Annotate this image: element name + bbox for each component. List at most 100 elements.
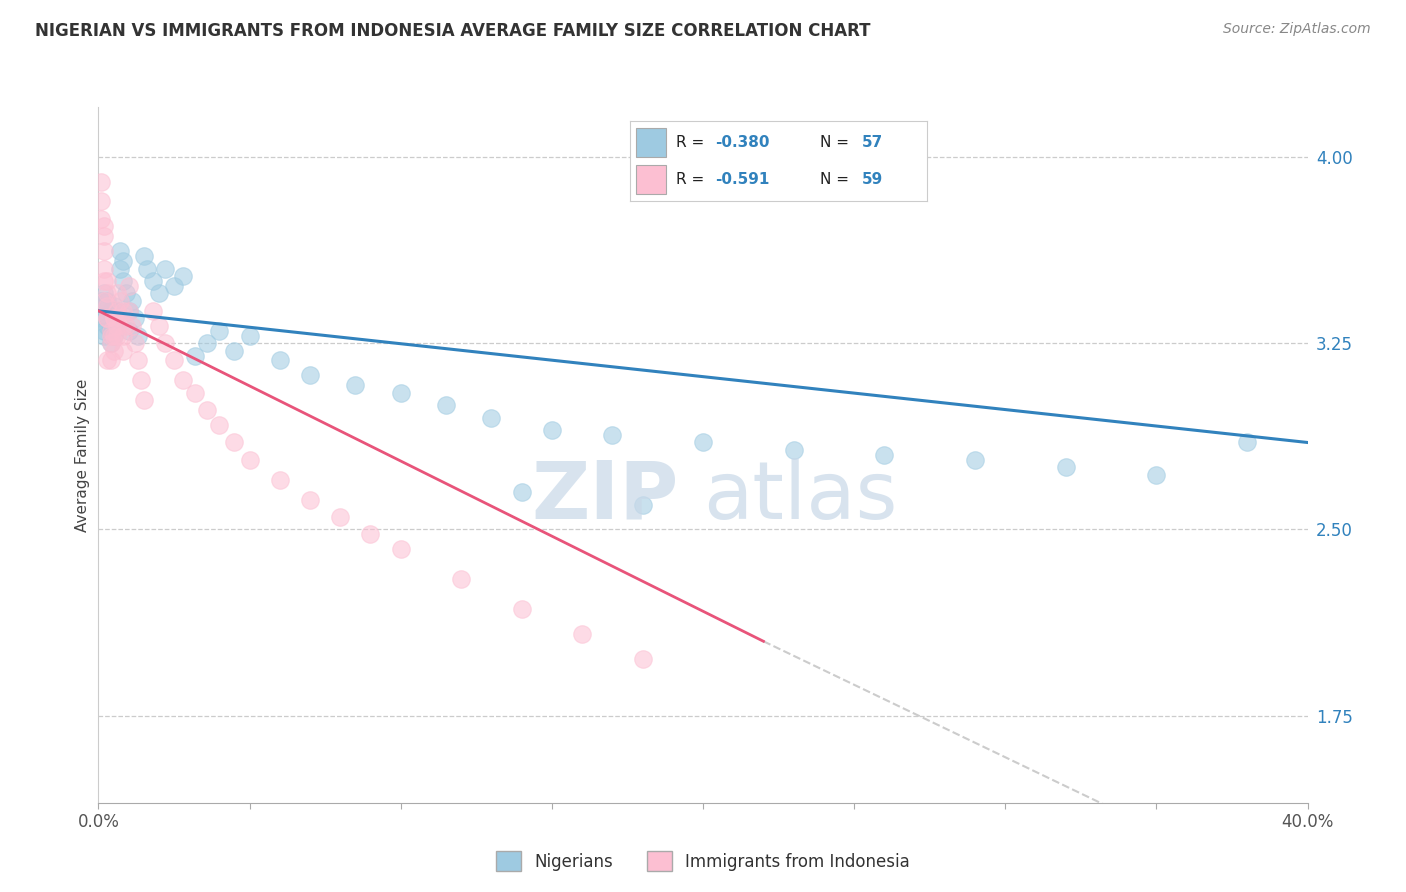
- Point: [105, 286, 128, 301]
- Text: ZIP: ZIP: [531, 458, 679, 536]
- Point: [132, 393, 155, 408]
- Text: N =: N =: [820, 172, 853, 186]
- Point: [96, 299, 118, 313]
- Point: [239, 453, 262, 467]
- Point: [103, 311, 125, 326]
- Point: [93, 286, 115, 301]
- Point: [602, 428, 624, 442]
- Point: [299, 492, 322, 507]
- FancyBboxPatch shape: [637, 128, 666, 157]
- Point: [90, 175, 112, 189]
- Text: -0.591: -0.591: [714, 172, 769, 186]
- Point: [96, 293, 118, 308]
- Point: [195, 403, 218, 417]
- Point: [631, 651, 654, 665]
- Point: [163, 353, 186, 368]
- Point: [118, 279, 141, 293]
- Point: [692, 435, 714, 450]
- Point: [783, 442, 806, 457]
- Point: [121, 293, 143, 308]
- Point: [90, 311, 112, 326]
- Point: [93, 229, 115, 244]
- Y-axis label: Average Family Size: Average Family Size: [75, 378, 90, 532]
- Text: R =: R =: [676, 172, 710, 186]
- Point: [96, 286, 118, 301]
- Point: [93, 293, 115, 308]
- Point: [118, 303, 141, 318]
- Point: [195, 336, 218, 351]
- Point: [105, 318, 128, 333]
- Point: [114, 286, 136, 301]
- Point: [224, 435, 246, 450]
- Point: [96, 353, 118, 368]
- Point: [1144, 467, 1167, 482]
- Point: [111, 274, 134, 288]
- Point: [434, 398, 457, 412]
- Point: [105, 318, 128, 333]
- Point: [105, 303, 128, 318]
- Point: [108, 244, 131, 259]
- Point: [142, 303, 165, 318]
- Point: [96, 309, 118, 323]
- Text: 57: 57: [862, 135, 883, 150]
- Point: [184, 385, 207, 400]
- Point: [114, 318, 136, 333]
- Point: [118, 303, 141, 318]
- Point: [96, 274, 118, 288]
- Point: [93, 274, 115, 288]
- Text: 59: 59: [862, 172, 883, 186]
- Point: [1236, 435, 1258, 450]
- Text: -0.380: -0.380: [714, 135, 769, 150]
- Point: [631, 498, 654, 512]
- Point: [105, 328, 128, 343]
- Point: [111, 343, 134, 358]
- Point: [105, 303, 128, 318]
- Point: [111, 328, 134, 343]
- Point: [329, 510, 352, 524]
- Point: [100, 336, 122, 351]
- Point: [111, 303, 134, 318]
- Point: [163, 279, 186, 293]
- Point: [124, 336, 146, 351]
- Point: [148, 286, 170, 301]
- Point: [172, 373, 194, 387]
- Point: [100, 303, 122, 318]
- Point: [93, 261, 115, 276]
- Point: [121, 318, 143, 333]
- Point: [111, 254, 134, 268]
- Point: [299, 368, 322, 383]
- Point: [127, 328, 149, 343]
- Point: [172, 268, 194, 283]
- Point: [96, 318, 118, 333]
- Point: [103, 311, 125, 326]
- Point: [208, 324, 231, 338]
- Point: [127, 353, 149, 368]
- Point: [93, 324, 115, 338]
- Point: [135, 261, 157, 276]
- Point: [224, 343, 246, 358]
- Point: [208, 418, 231, 433]
- Point: [132, 249, 155, 263]
- Point: [510, 602, 533, 616]
- Point: [100, 336, 122, 351]
- Point: [93, 328, 115, 343]
- Point: [571, 627, 593, 641]
- Point: [129, 373, 152, 387]
- Point: [103, 343, 125, 358]
- Point: [96, 311, 118, 326]
- Point: [239, 328, 262, 343]
- Point: [540, 423, 562, 437]
- Point: [965, 453, 987, 467]
- Point: [100, 353, 122, 368]
- Point: [184, 349, 207, 363]
- Text: Source: ZipAtlas.com: Source: ZipAtlas.com: [1223, 22, 1371, 37]
- Point: [96, 299, 118, 313]
- Text: NIGERIAN VS IMMIGRANTS FROM INDONESIA AVERAGE FAMILY SIZE CORRELATION CHART: NIGERIAN VS IMMIGRANTS FROM INDONESIA AV…: [35, 22, 870, 40]
- Point: [103, 328, 125, 343]
- Point: [103, 311, 125, 326]
- Point: [90, 293, 112, 308]
- Point: [481, 410, 503, 425]
- Point: [108, 261, 131, 276]
- Point: [100, 324, 122, 338]
- Point: [93, 244, 115, 259]
